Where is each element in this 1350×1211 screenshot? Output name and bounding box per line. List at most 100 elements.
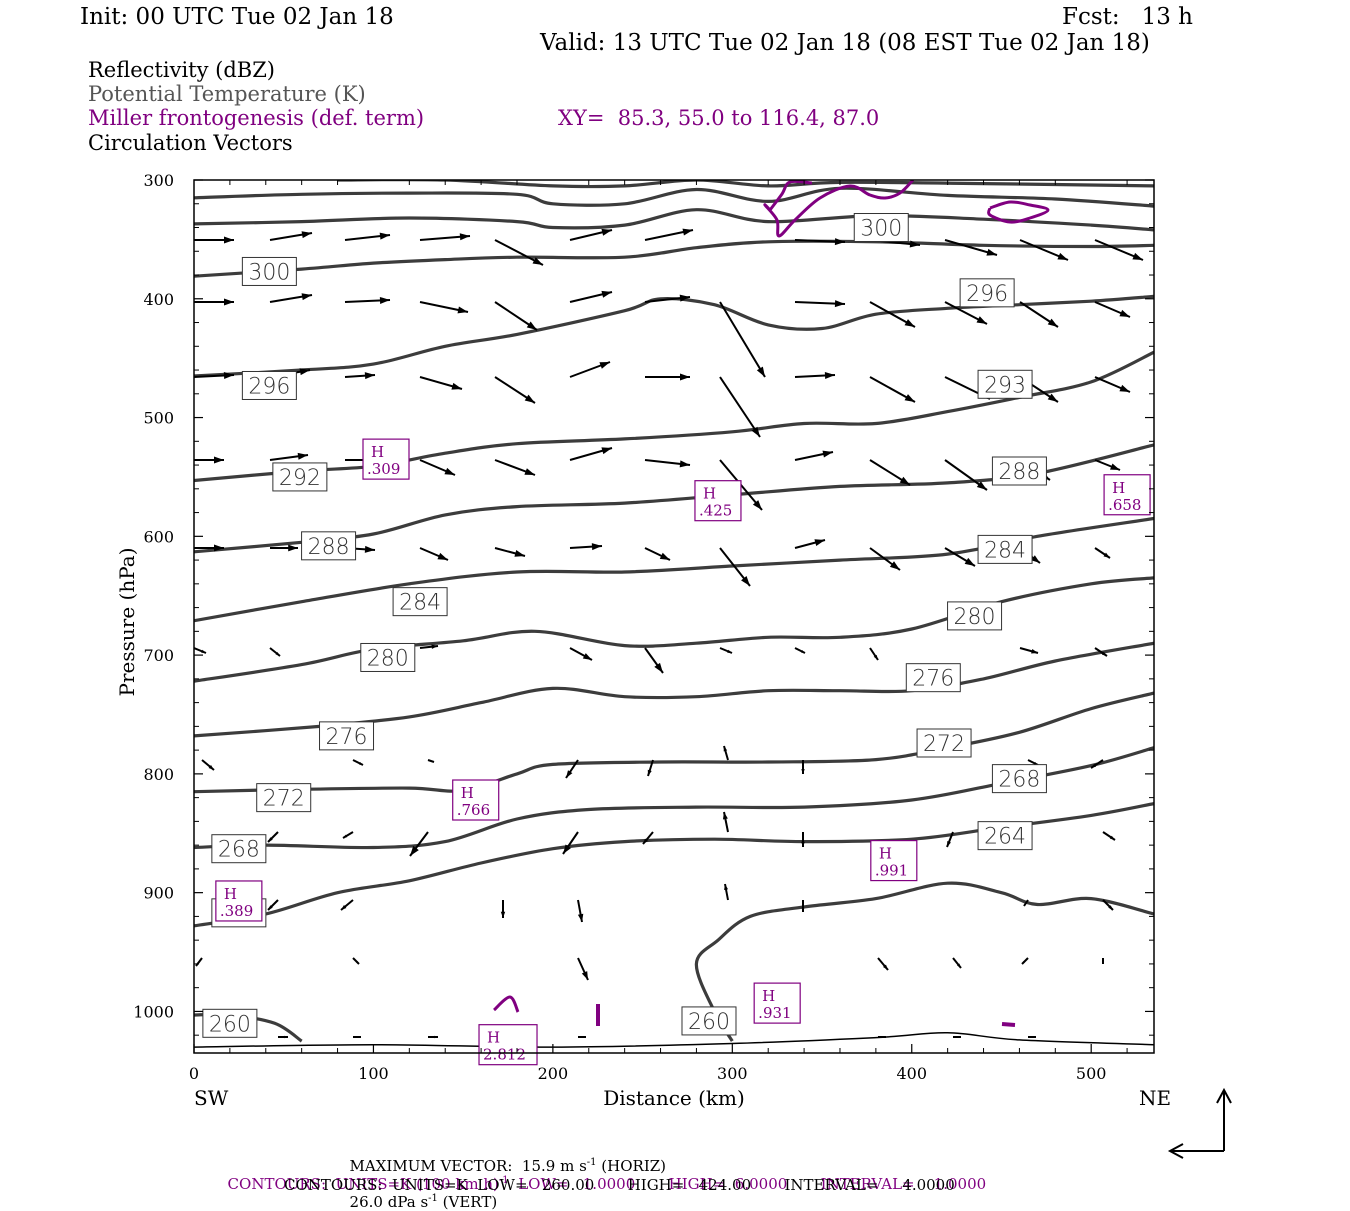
- circulation-vector: [569, 647, 593, 661]
- svg-text:272: 272: [923, 732, 965, 757]
- frontogenesis-maximum-letter: H: [1112, 479, 1125, 497]
- circulation-vector: [419, 547, 449, 561]
- legend-reflectivity: Reflectivity (dBZ): [88, 58, 276, 82]
- contour-label-280: 280: [360, 642, 416, 672]
- circulation-vector: [569, 543, 603, 551]
- y-tick-label: 600: [143, 527, 174, 546]
- circulation-vector: [344, 296, 391, 304]
- circulation-vector: [869, 301, 916, 328]
- svg-text:280: 280: [367, 646, 409, 671]
- circulation-vector: [409, 831, 429, 857]
- frontogenesis-maximum-value: .766: [457, 801, 490, 819]
- x-tick-label: 500: [1076, 1064, 1107, 1083]
- frontogenesis-maximum: H.658: [1103, 474, 1151, 516]
- circulation-vector: [644, 547, 671, 561]
- svg-text:276: 276: [912, 667, 954, 692]
- circulation-vector: [1094, 376, 1131, 393]
- frontogenesis-maximum-value: 2.812: [483, 1046, 526, 1064]
- circulation-vector: [1090, 759, 1104, 769]
- circulation-vector: [944, 301, 988, 325]
- theta-contour-272: [194, 691, 1154, 794]
- frontogenesis-contour: [492, 995, 520, 1013]
- y-tick-label: 300: [143, 171, 174, 190]
- theta-contours: [194, 180, 1154, 1048]
- circulation-vector: [419, 376, 463, 390]
- circulation-vector: [419, 233, 471, 241]
- contour-label-268: 268: [211, 834, 267, 864]
- svg-text:296: 296: [966, 282, 1008, 307]
- circulation-vector: [278, 1035, 288, 1039]
- x-end-label-ne: NE: [1139, 1086, 1171, 1110]
- circulation-vector: [794, 372, 836, 379]
- circulation-vector: [194, 372, 235, 379]
- frontogenesis-contour: [1001, 1022, 1016, 1027]
- circulation-vector: [194, 236, 234, 244]
- frontogenesis-maximum-value: .658: [1108, 496, 1141, 514]
- circulation-vector: [269, 231, 313, 241]
- contour-label-276: 276: [905, 663, 961, 693]
- svg-text:280: 280: [954, 605, 996, 630]
- circulation-vector: [352, 759, 364, 766]
- theta-contour-296: [194, 294, 1154, 378]
- circulation-vector: [869, 547, 901, 571]
- axes: 0 100 200 300 400 500 300 400 500 600 700 800 900 100…: [133, 171, 1154, 1083]
- frontogenesis-contour-info: CONTOURS: UNITS=K (100 km h)-1 LOW= 1.00…: [227, 1175, 987, 1193]
- circulation-vector: [722, 811, 729, 833]
- svg-text:268: 268: [218, 838, 260, 863]
- circulation-vector: [194, 647, 207, 654]
- svg-text:293: 293: [984, 373, 1026, 398]
- circulation-vector: [194, 298, 234, 306]
- circulation-vector: [195, 957, 203, 967]
- y-axis-title: Pressure (hPa): [115, 548, 139, 697]
- frontogenesis-maximum: H.991: [870, 839, 918, 882]
- circulation-vector: [1102, 831, 1116, 841]
- contour-label-272: 272: [916, 728, 972, 758]
- circulation-vector: [644, 294, 691, 303]
- circulation-vector: [645, 373, 690, 381]
- contour-label-280: 280: [947, 601, 1003, 631]
- y-tick-label: 700: [143, 646, 174, 665]
- theta-contour-300: [194, 239, 1154, 278]
- circulation-vector: [794, 647, 806, 654]
- frontogenesis-maximum-letter: H: [762, 987, 775, 1005]
- svg-text:260: 260: [209, 1012, 251, 1037]
- contour-label-264: 264: [977, 821, 1033, 851]
- circulation-vector: [494, 301, 538, 331]
- circulation-vector: [419, 459, 456, 476]
- frontogenesis-maximum: H.931: [753, 982, 801, 1024]
- frontogenesis-maximum-value: .309: [367, 460, 400, 478]
- circulation-vector: [267, 899, 279, 911]
- frontogenesis-maximum-value: .389: [220, 902, 253, 920]
- circulation-vector: [801, 760, 805, 774]
- legend-frontogenesis: Miller frontogenesis (def. term): [88, 106, 425, 130]
- circulation-vector: [353, 1036, 361, 1038]
- contour-label-300: 300: [241, 256, 297, 286]
- contour-label-284: 284: [977, 534, 1033, 564]
- contour-label-260: 260: [681, 1006, 737, 1036]
- circulation-vector: [944, 239, 998, 256]
- circulation-vector: [194, 544, 224, 552]
- frontogenesis-maximum-box: [870, 839, 918, 882]
- frontogenesis-maximum-letter: H: [487, 1029, 500, 1047]
- contour-label-276: 276: [319, 721, 375, 751]
- circulation-vector: [270, 544, 298, 552]
- circulation-vector: [1094, 301, 1131, 318]
- frontogenesis-contour: [987, 200, 1050, 224]
- frontogenesis-maximum-box: [215, 880, 263, 922]
- frontogenesis-maximum-value: .425: [699, 502, 732, 520]
- svg-text:284: 284: [399, 591, 441, 616]
- frontogenesis-maximum-box: [478, 1024, 538, 1066]
- svg-text:276: 276: [326, 725, 368, 750]
- contour-label-293: 293: [977, 369, 1033, 399]
- frontogenesis-maximum-box: [452, 779, 500, 821]
- circulation-vector: [644, 647, 664, 674]
- svg-text:300: 300: [248, 260, 290, 285]
- svg-text:288: 288: [308, 535, 350, 560]
- circulation-vector: [1102, 899, 1114, 911]
- circulation-vector: [562, 831, 579, 855]
- circulation-vector: [723, 745, 729, 761]
- circulation-vector: [801, 832, 805, 847]
- theta-contour-info: CONTOURS: UNITS=K LOW= 260.00 HIGH= 424.…: [284, 1176, 955, 1194]
- circulation-vector: [1023, 899, 1029, 907]
- circulation-vector: [1094, 547, 1111, 559]
